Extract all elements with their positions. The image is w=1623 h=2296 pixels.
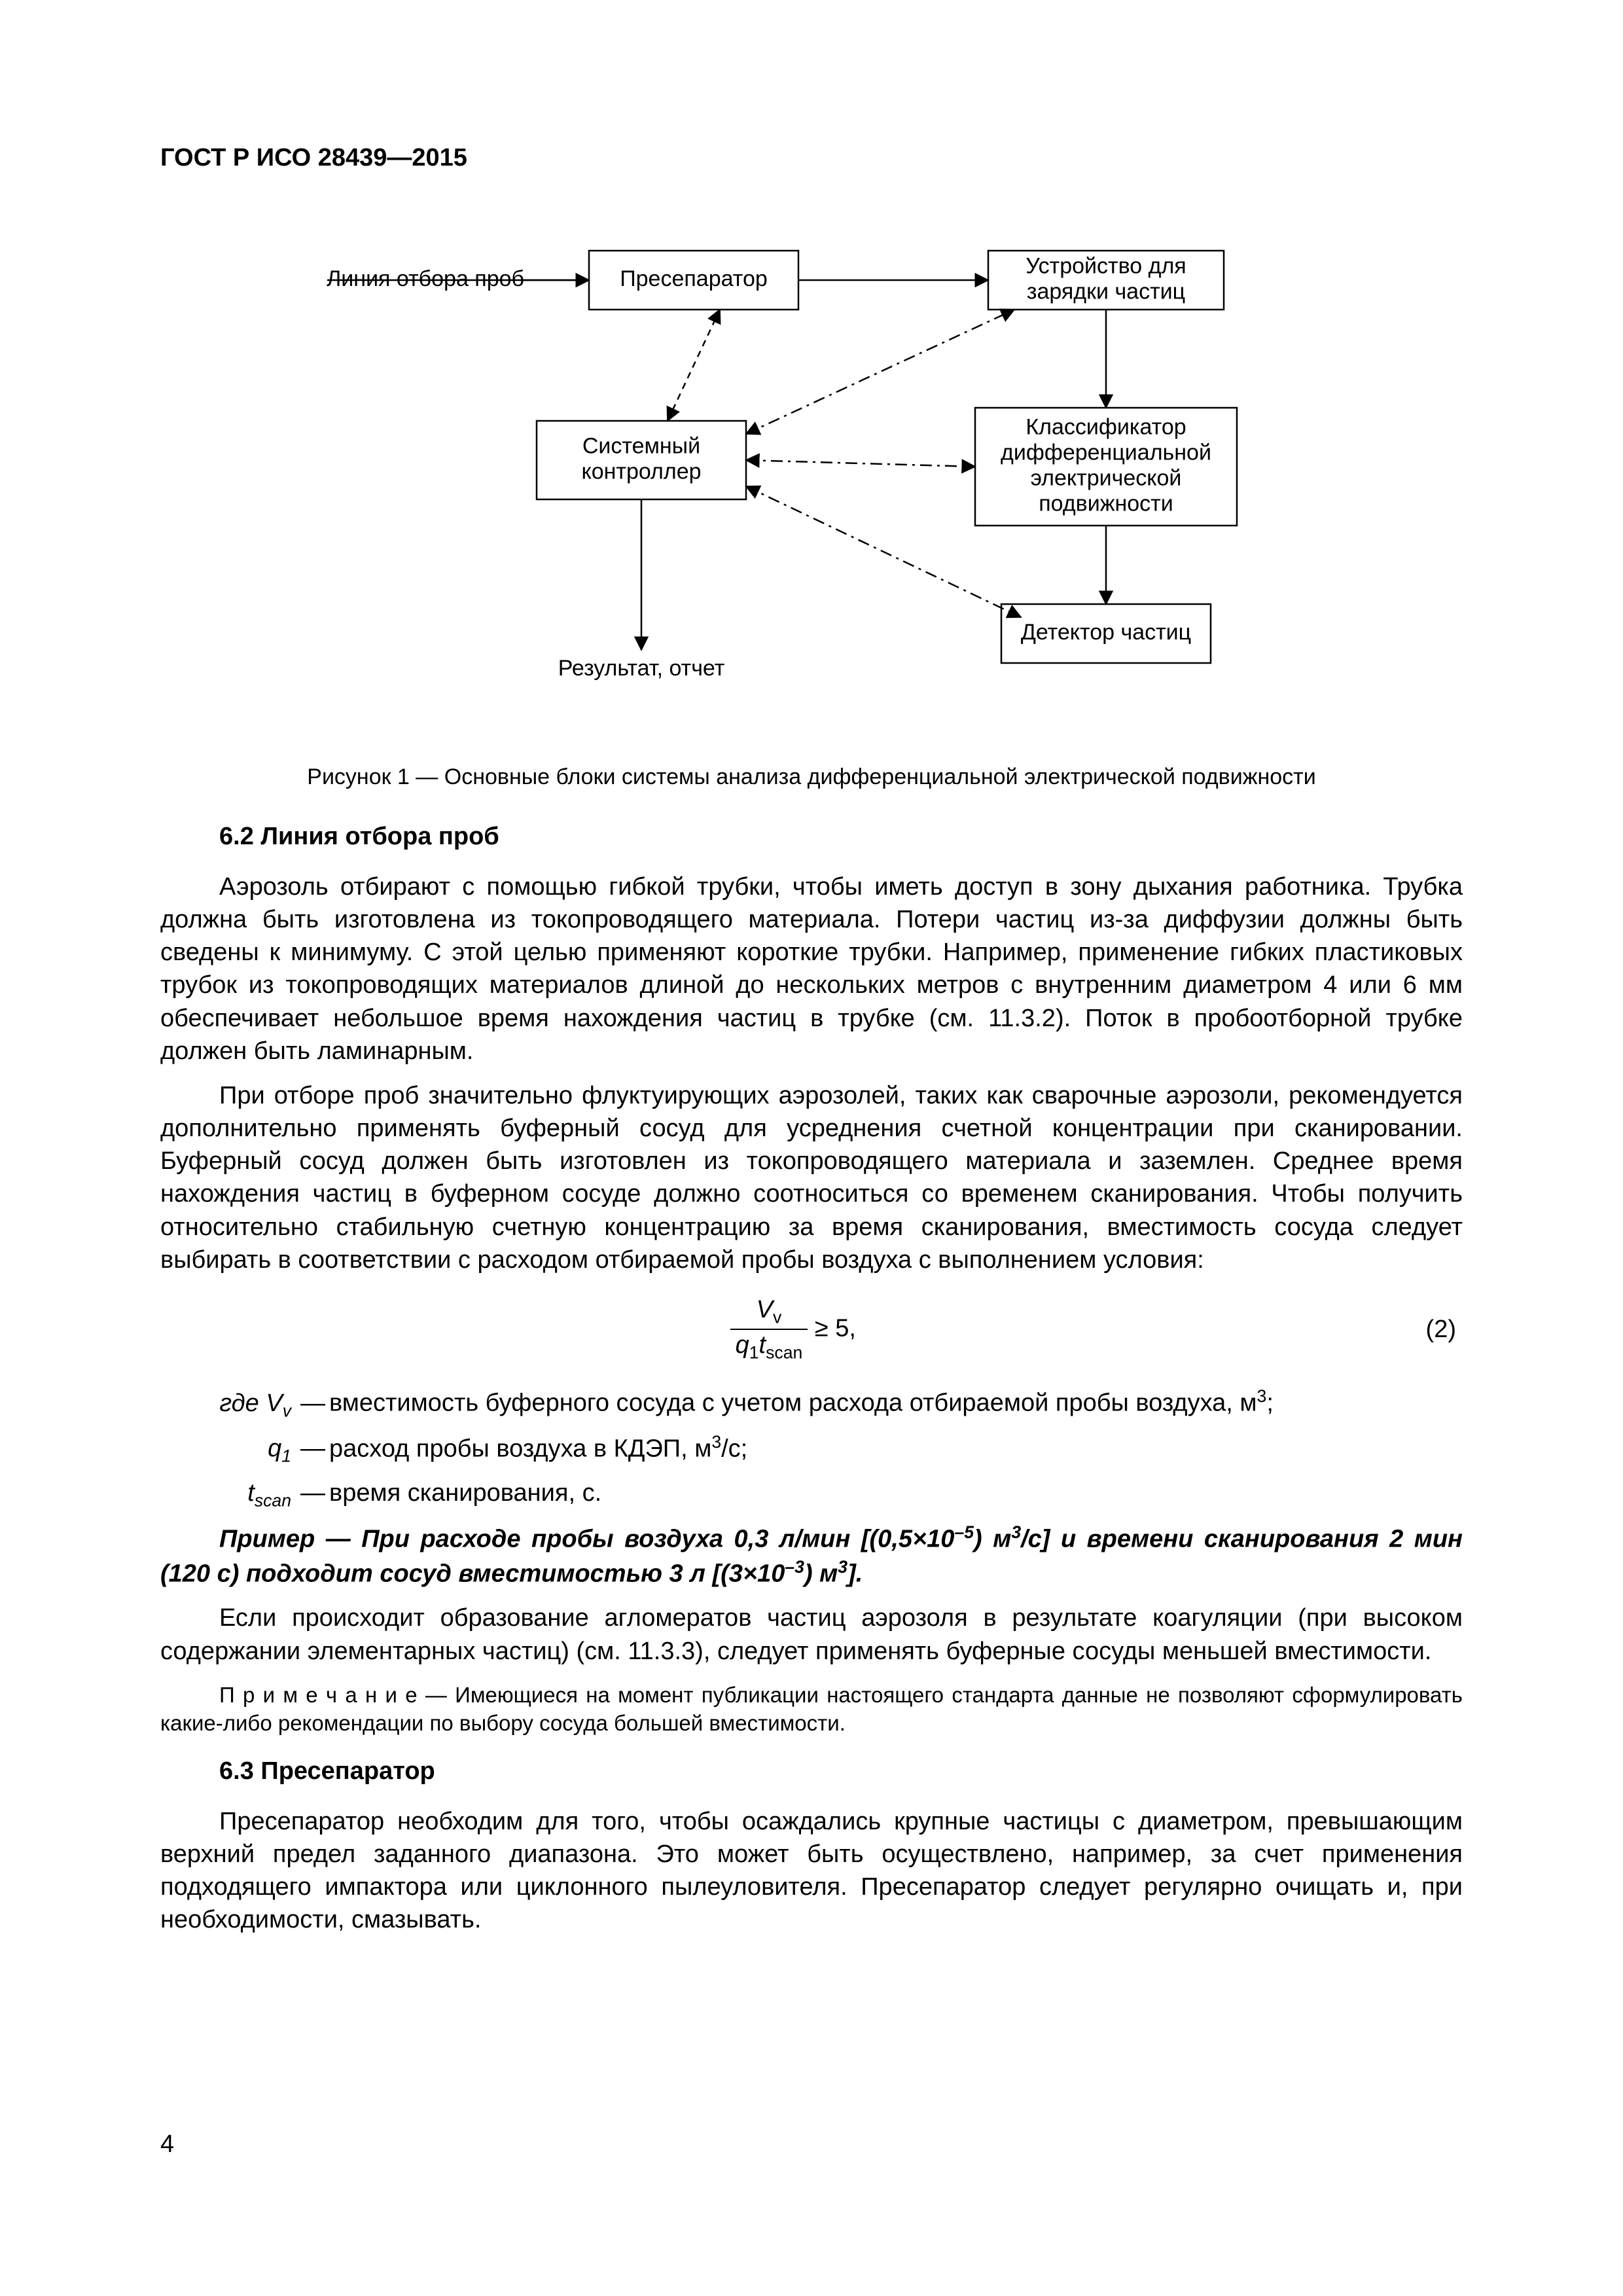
figure-1-caption: Рисунок 1 — Основные блоки системы анали… <box>160 764 1463 790</box>
figure-1-diagram: Линия отбора проб Пресепаратор Устройство … <box>160 224 1463 725</box>
svg-text:Устройство для: Устройство для <box>1026 253 1186 278</box>
section-6-3-para1: Пресепаратор необходим для того, чтобы о… <box>160 1805 1463 1937</box>
svg-text:Классификатор: Классификатор <box>1026 414 1186 439</box>
section-6-2-para1: Аэрозоль отбирают с помощью гибкой трубк… <box>160 870 1463 1067</box>
where-intro: где <box>219 1390 266 1417</box>
svg-text:зарядки частиц: зарядки частиц <box>1027 279 1185 304</box>
where-txt-0: вместимость буферного сосуда с учетом ра… <box>329 1383 1463 1423</box>
eq-number: (2) <box>1426 1316 1463 1344</box>
svg-text:Системный: Системный <box>582 433 700 458</box>
section-6-2-para2: При отборе проб значительно флуктуирующи… <box>160 1079 1463 1276</box>
section-6-2-note: П р и м е ч а н и е — Имеющиеся на момен… <box>160 1681 1463 1738</box>
section-6-2-example: Пример — При расходе пробы воздуха 0,3 л… <box>160 1521 1463 1590</box>
node-controller: Системныйконтроллер <box>537 421 746 499</box>
where-block: где Vv — вместимость буферного сосуда с … <box>160 1383 1463 1515</box>
node-result-label: Результат, отчет <box>558 656 725 681</box>
svg-text:Пресепаратор: Пресепаратор <box>620 266 768 291</box>
svg-text:Детектор частиц: Детектор частиц <box>1021 620 1191 645</box>
svg-text:дифференциальной: дифференциальной <box>1001 440 1211 465</box>
eq-relation: ≥ 5, <box>808 1315 856 1342</box>
standard-header: ГОСТ Р ИСО 28439—2015 <box>160 144 1463 172</box>
section-6-2-para3: Если происходит образование агломератов … <box>160 1602 1463 1667</box>
page-number: 4 <box>160 2130 174 2159</box>
where-dash-2: — <box>296 1474 329 1513</box>
section-6-3-title: 6.3 Пресепаратор <box>219 1757 1463 1785</box>
equation-2: Vv q1tscan ≥ 5, (2) <box>160 1296 1463 1363</box>
node-preseparator: Пресепаратор <box>589 251 798 310</box>
node-classifier: Классификатордифференциальнойэлектрическ… <box>975 408 1237 526</box>
svg-text:подвижности: подвижности <box>1039 492 1173 516</box>
where-sym-0: Vv <box>266 1390 291 1417</box>
node-detector: Детектор частиц <box>1001 604 1211 663</box>
node-charger: Устройство длязарядки частиц <box>988 251 1224 310</box>
node-inlet-label: Линия отбора проб <box>327 266 524 291</box>
svg-text:электрической: электрической <box>1031 466 1182 491</box>
svg-text:контроллер: контроллер <box>581 459 701 484</box>
where-txt-2: время сканирования, с. <box>329 1474 1463 1513</box>
where-sym-1: q1 <box>160 1429 296 1470</box>
where-dash-0: — <box>296 1384 329 1423</box>
where-dash-1: — <box>296 1429 329 1468</box>
note-label: П р и м е ч а н и е <box>219 1683 418 1707</box>
eq-denominator: q1tscan <box>730 1330 808 1363</box>
where-sym-2: tscan <box>160 1474 296 1515</box>
eq-numerator: Vv <box>730 1296 808 1331</box>
section-6-2-title: 6.2 Линия отбора проб <box>219 823 1463 851</box>
where-txt-1: расход пробы воздуха в КДЭП, м3/с; <box>329 1429 1463 1469</box>
